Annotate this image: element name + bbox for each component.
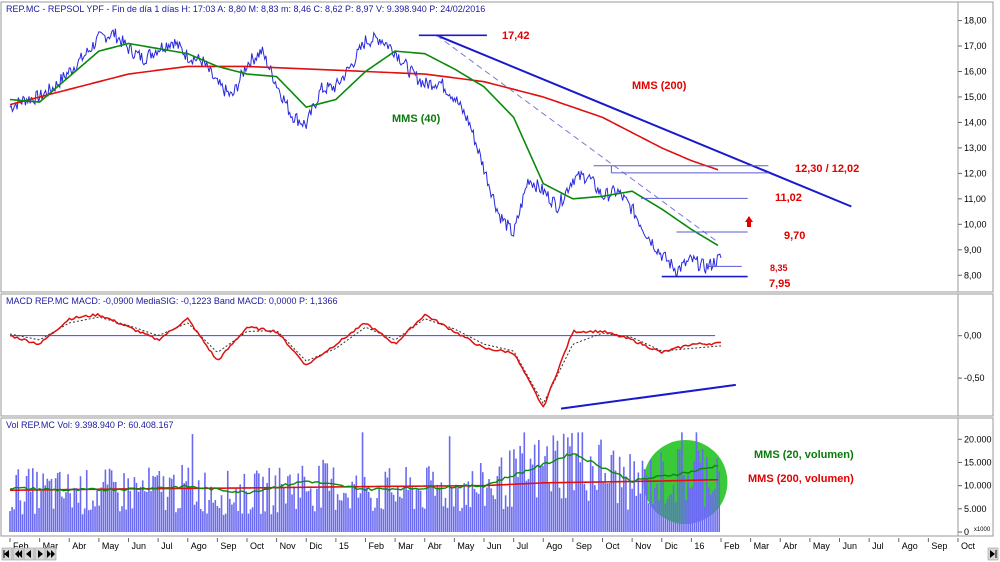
x-tick-label: Nov xyxy=(280,541,297,551)
price-y-tick-label: 16,00 xyxy=(964,66,987,76)
last-icon xyxy=(990,550,997,558)
volume-panel-title: Vol REP.MC Vol: 9.398.940 P: 60.408.167 xyxy=(6,420,173,430)
next-icon xyxy=(38,550,43,558)
annotation-mms-20-volume: MMS (20, volumen) xyxy=(754,449,854,461)
first-icon xyxy=(3,550,9,558)
x-tick-label: Sep xyxy=(931,541,947,551)
macd-y-tick-label: 0,00 xyxy=(964,331,982,341)
price-y-tick-label: 12,00 xyxy=(964,168,987,178)
x-tick-label: Jul xyxy=(517,541,529,551)
price-y-tick-label: 10,00 xyxy=(964,219,987,229)
scroll-controls xyxy=(987,547,999,561)
dashed-trend-line xyxy=(436,34,719,243)
annotation-mms-200-volume: MMS (200, volumen) xyxy=(748,473,854,485)
x-tick-label: Oct xyxy=(606,541,621,551)
price-y-tick-label: 8,00 xyxy=(964,270,982,280)
annotation-mms-40: MMS (40) xyxy=(392,113,441,125)
x-tick-label: Abr xyxy=(428,541,442,551)
x-tick-label: Mar xyxy=(398,541,414,551)
x-tick-label: Feb xyxy=(724,541,740,551)
x-tick-label: Jul xyxy=(872,541,884,551)
price-y-tick-label: 14,00 xyxy=(964,117,987,127)
x-tick-label: May xyxy=(457,541,475,551)
volume-y-tick-label: 5.000 xyxy=(964,504,987,514)
level-label-7-95: 7,95 xyxy=(769,278,790,290)
x-tick-label: Dic xyxy=(309,541,322,551)
price-y-tick-label: 15,00 xyxy=(964,92,987,102)
downtrend-line xyxy=(436,34,852,208)
navigation-buttons xyxy=(1,547,57,561)
price-y-tick-label: 9,00 xyxy=(964,245,982,255)
x-tick-label: Abr xyxy=(783,541,797,551)
x-tick-label: Ago xyxy=(546,541,562,551)
x-tick-label: Ago xyxy=(902,541,918,551)
price-y-tick-label: 13,00 xyxy=(964,143,987,153)
x-tick-label: 15 xyxy=(339,541,349,551)
x-tick-label: Feb xyxy=(13,541,29,551)
x-tick-label: Ago xyxy=(191,541,207,551)
x-tick-label: Abr xyxy=(72,541,86,551)
price-layer: 18,00 17,00 16,00 15,00 14,00 13,00 12,00 11,00… xyxy=(9,16,987,280)
ma200-series-line xyxy=(9,65,719,171)
x-tick-label: Sep xyxy=(576,541,592,551)
x-tick-label: Jun xyxy=(843,541,858,551)
prev-page-icon xyxy=(15,550,22,558)
volume-layer: 20.000 15.000 10.000 5.000 0 xyxy=(9,432,992,537)
price-panel-frame xyxy=(0,1,994,293)
x-axis: Feb Mar Abr May Jun Jul Ago Sep Oct Nov Dic 15 Feb Ma… xyxy=(9,538,976,551)
macd-line xyxy=(9,312,722,408)
macd-layer: 0,00 -0,50 xyxy=(9,312,985,410)
x-tick-label: Jun xyxy=(132,541,147,551)
x-tick-label: May xyxy=(102,541,120,551)
x-tick-label: Nov xyxy=(635,541,652,551)
x-tick-label: May xyxy=(813,541,831,551)
x-tick-label: Dic xyxy=(665,541,678,551)
ma40-series-line xyxy=(9,42,719,247)
x-tick-label: Mar xyxy=(43,541,59,551)
annotation-mms-200: MMS (200) xyxy=(632,80,687,92)
level-label-11-02: 11,02 xyxy=(775,192,802,204)
macd-panel-title: MACD REP.MC MACD: -0,0900 MediaSIG: -0,1… xyxy=(6,296,338,306)
price-series-line xyxy=(9,28,722,277)
price-y-tick-label: 18,00 xyxy=(964,16,987,26)
price-y-tick-label: 11,00 xyxy=(964,194,986,204)
level-label-12-30: 12,30 / 12,02 xyxy=(795,163,859,175)
macd-y-tick-label: -0,50 xyxy=(964,373,985,383)
x-tick-label: Jul xyxy=(161,541,173,551)
volume-y-tick-label: 0 xyxy=(964,527,969,537)
prev-icon xyxy=(26,550,31,558)
macd-support-line xyxy=(560,383,736,410)
x-tick-label: Sep xyxy=(220,541,236,551)
x-tick-label: Jun xyxy=(487,541,502,551)
x-tick-label: Oct xyxy=(961,541,976,551)
x-tick-label: Feb xyxy=(369,541,385,551)
x-tick-label: Oct xyxy=(250,541,265,551)
price-panel-title: REP.MC - REPSOL YPF - Fin de día 1 días … xyxy=(6,4,485,14)
volume-y-tick-label: 20.000 xyxy=(964,434,992,444)
volume-ma20-line xyxy=(9,453,719,495)
up-arrow-icon xyxy=(745,216,753,227)
x-tick-label: Mar xyxy=(754,541,770,551)
volume-y-tick-label: 15.000 xyxy=(964,457,992,467)
volume-y-tick-label: 10.000 xyxy=(964,481,992,491)
macd-panel-frame xyxy=(0,293,994,417)
volume-unit-label: x1000 xyxy=(974,527,991,533)
level-label-9-70: 9,70 xyxy=(784,230,805,242)
level-label-8-35: 8,35 xyxy=(770,263,788,273)
level-label-17-42: 17,42 xyxy=(502,30,530,42)
time-axis-bar xyxy=(0,537,1000,562)
x-tick-label: 16 xyxy=(694,541,704,551)
next-page-icon xyxy=(47,550,55,558)
price-y-tick-label: 17,00 xyxy=(964,41,987,51)
macd-signal-line xyxy=(9,316,722,405)
